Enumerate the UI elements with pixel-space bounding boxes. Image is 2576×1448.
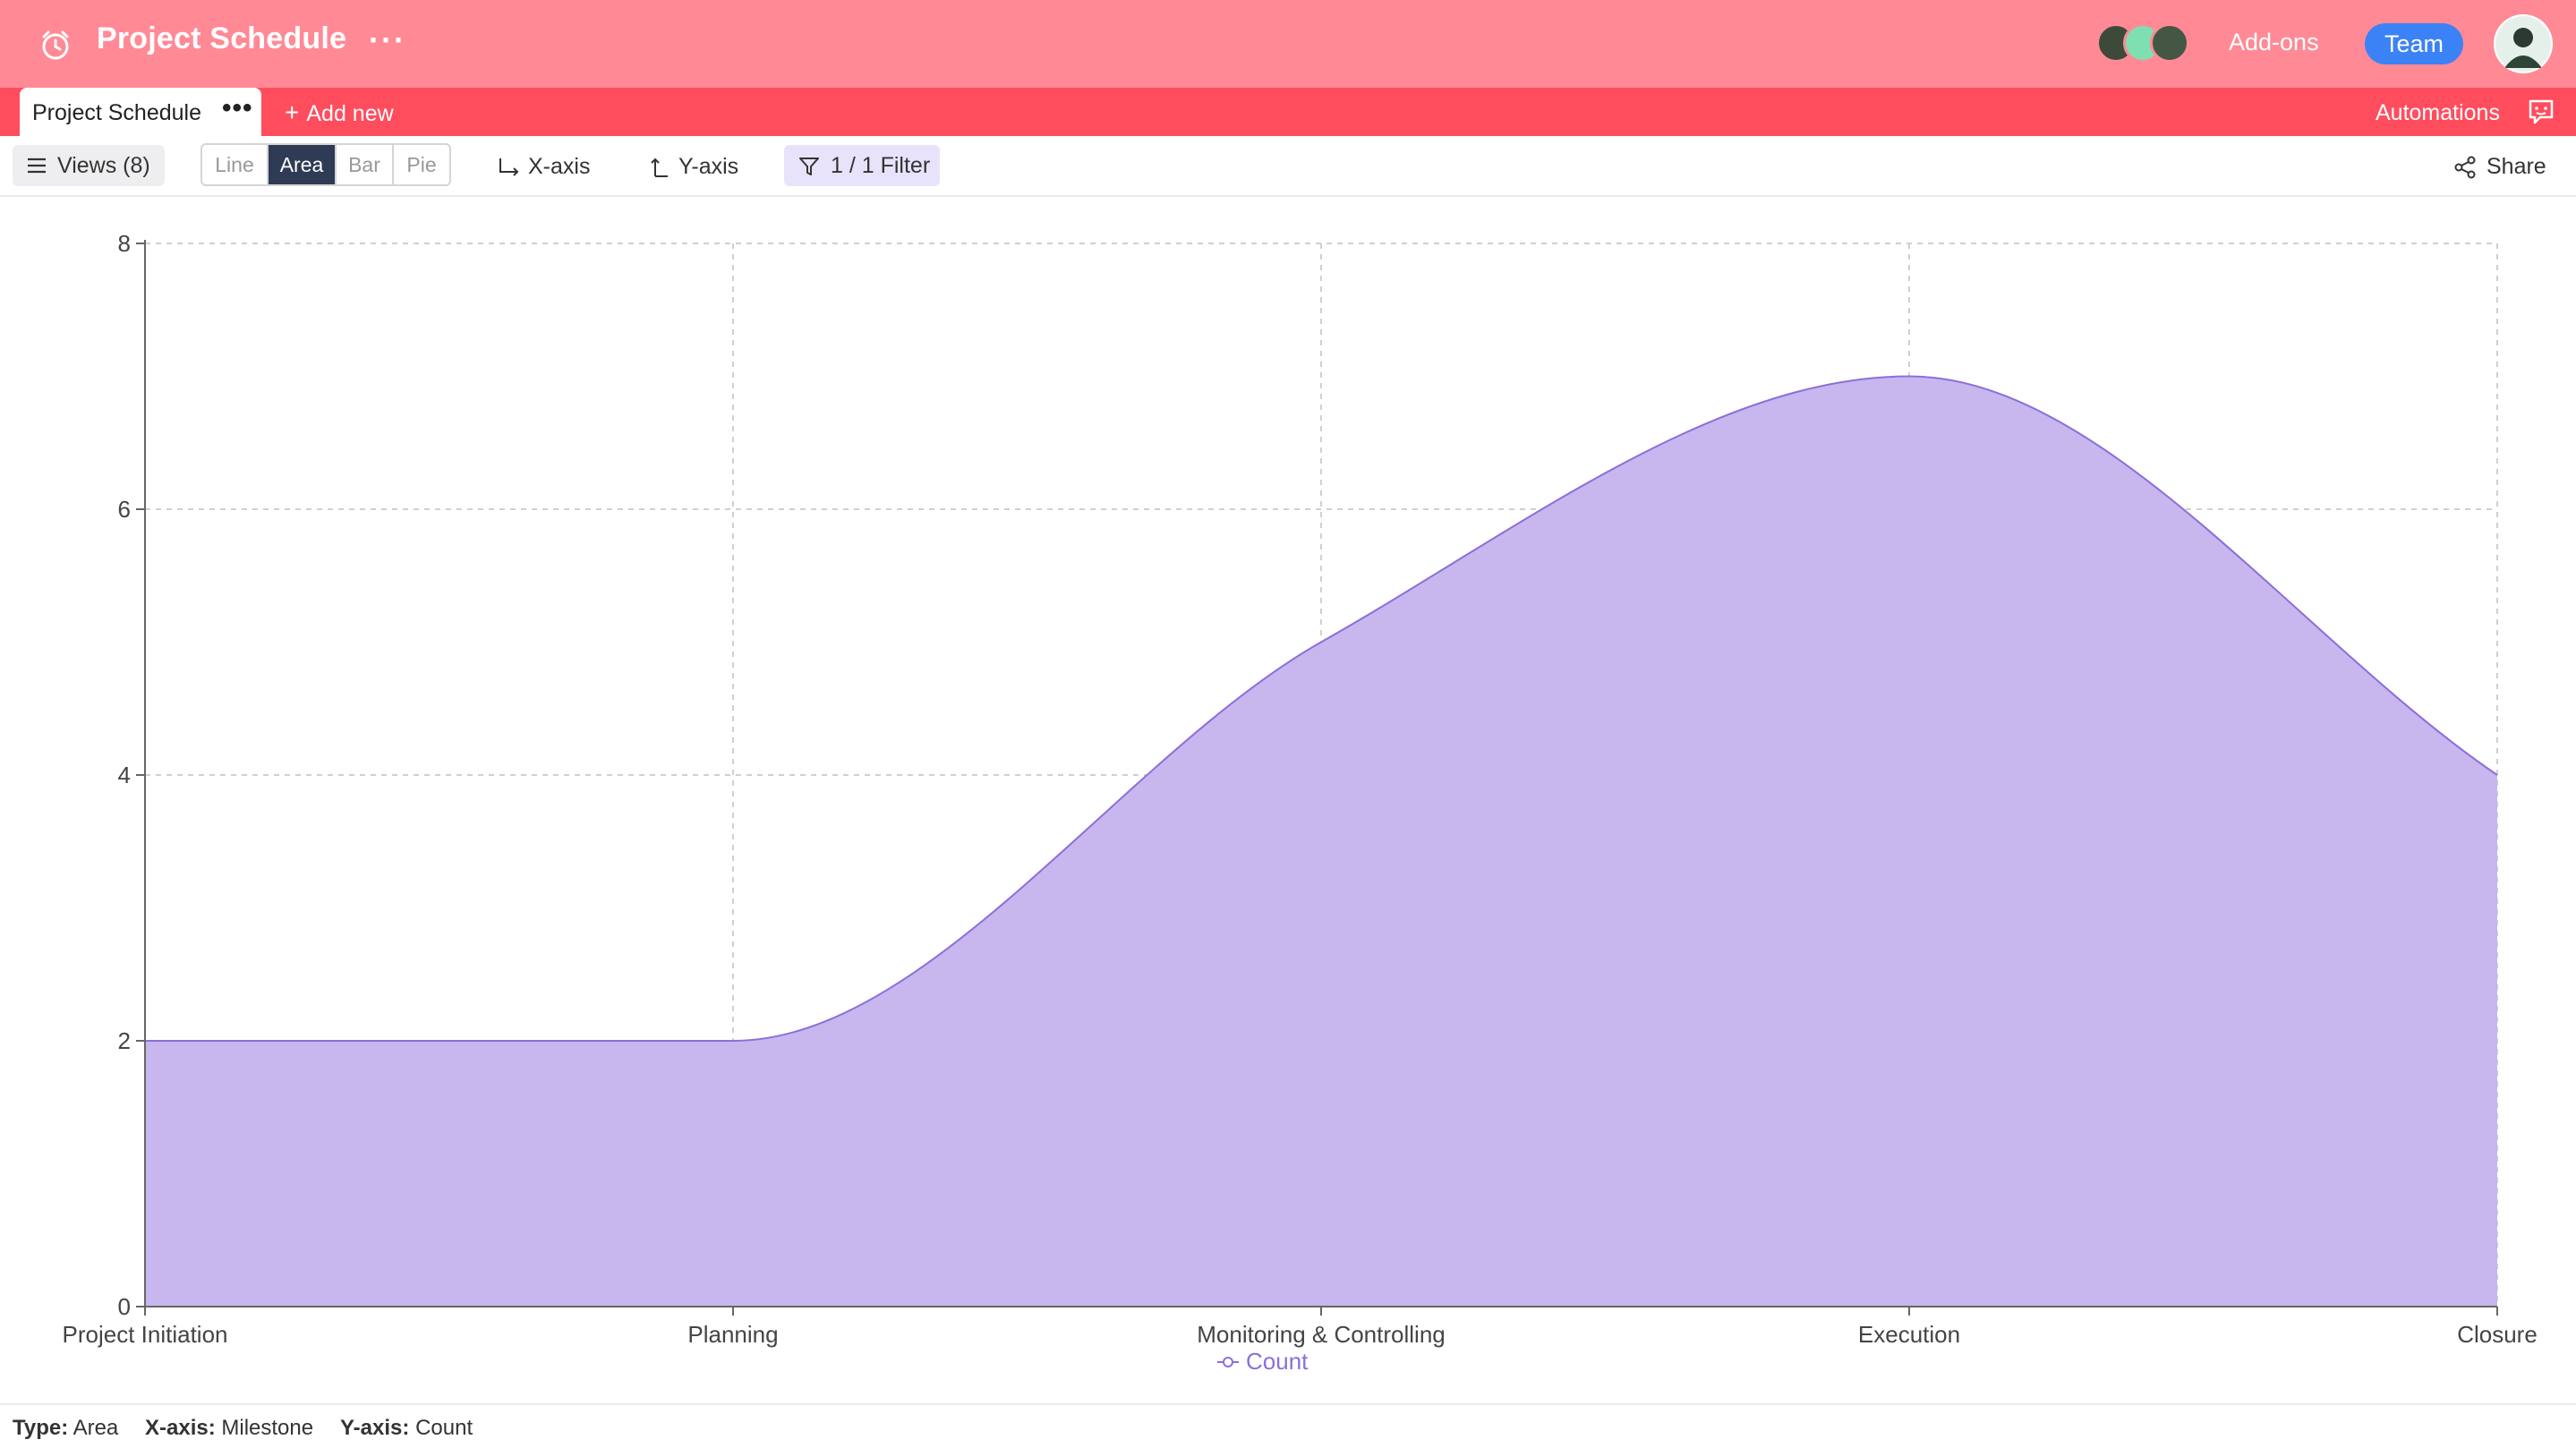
team-button[interactable]: Team <box>2365 23 2463 64</box>
y-tick-label: 6 <box>118 496 131 523</box>
legend-marker <box>1224 1358 1233 1367</box>
x-tick-label: Monitoring & Controlling <box>1197 1321 1445 1348</box>
chart-toolbar: Views (8) Line Area Bar Pie X-axis Y-axi… <box>0 136 2576 197</box>
tab-bar: Project Schedule ••• + Add new Automation… <box>0 88 2576 136</box>
add-new-label: Add new <box>306 101 393 126</box>
filter-button[interactable]: 1 / 1 Filter <box>784 145 940 186</box>
yaxis-icon <box>648 156 671 179</box>
automations-button[interactable]: Automations <box>2376 100 2500 126</box>
share-button[interactable]: Share <box>2452 149 2546 184</box>
top-header: Project Schedule ··· Add-ons Team <box>0 0 2576 88</box>
collaborator-avatars[interactable] <box>2096 23 2195 66</box>
share-icon <box>2452 155 2478 180</box>
chart-type-pie[interactable]: Pie <box>394 145 449 184</box>
type-summary: Type: Area <box>13 1416 118 1441</box>
xaxis-icon <box>498 156 521 179</box>
xaxis-key: X-axis: <box>145 1416 216 1440</box>
chart-type-line[interactable]: Line <box>202 145 269 184</box>
chart-summary-footer: Type: Area X-axis: Milestone Y-axis: Cou… <box>0 1403 2576 1448</box>
tab-label: Project Schedule <box>32 100 201 126</box>
more-icon[interactable]: ··· <box>369 21 406 59</box>
tab-project-schedule[interactable]: Project Schedule ••• <box>20 88 261 136</box>
menu-icon <box>27 158 47 174</box>
chart-area: 0 2 4 6 8 Project Initiation Planning Monitorin… <box>0 197 2576 1405</box>
xaxis-summary: X-axis: Milestone <box>145 1416 313 1441</box>
chat-icon[interactable] <box>2526 97 2556 127</box>
chart-type-selector[interactable]: Line Area Bar Pie <box>200 143 451 186</box>
y-tick-label: 4 <box>118 762 131 788</box>
add-new-button[interactable]: + Add new <box>285 98 394 127</box>
alarm-clock-icon[interactable] <box>36 25 75 64</box>
filter-label: 1 / 1 Filter <box>831 145 930 186</box>
xaxis-value: Milestone <box>221 1416 313 1440</box>
views-button[interactable]: Views (8) <box>13 145 165 186</box>
yaxis-value: Count <box>415 1416 473 1440</box>
legend-label: Count <box>1246 1348 1309 1375</box>
y-tick-label: 8 <box>118 230 131 257</box>
yaxis-key: Y-axis: <box>340 1416 409 1440</box>
x-tick-label: Execution <box>1858 1321 1960 1348</box>
page-title[interactable]: Project Schedule <box>97 21 346 56</box>
views-label: Views (8) <box>57 145 150 186</box>
share-label: Share <box>2486 154 2546 179</box>
xaxis-button[interactable]: X-axis <box>498 149 590 184</box>
xaxis-label: X-axis <box>528 154 590 179</box>
area-chart: 0 2 4 6 8 Project Initiation Planning Monitorin… <box>0 197 2576 1405</box>
chart-type-area[interactable]: Area <box>269 145 337 184</box>
plus-icon: + <box>285 98 299 126</box>
yaxis-label: Y-axis <box>678 154 738 179</box>
user-avatar-image <box>2494 14 2553 73</box>
yaxis-summary: Y-axis: Count <box>340 1416 473 1441</box>
type-value: Area <box>73 1416 119 1440</box>
addons-button[interactable]: Add-ons <box>2229 29 2319 56</box>
filter-icon <box>798 156 820 177</box>
chart-type-bar[interactable]: Bar <box>337 145 394 184</box>
type-key: Type: <box>13 1416 68 1440</box>
y-tick-label: 0 <box>118 1293 131 1320</box>
y-tick-label: 2 <box>118 1027 131 1054</box>
avatar[interactable] <box>2150 23 2189 63</box>
x-tick-label: Closure <box>2457 1321 2538 1348</box>
x-tick-label: Project Initiation <box>63 1321 228 1348</box>
tab-more-icon[interactable]: ••• <box>222 93 253 124</box>
yaxis-button[interactable]: Y-axis <box>648 149 738 184</box>
x-tick-label: Planning <box>687 1321 778 1348</box>
avatar[interactable] <box>2494 14 2553 73</box>
